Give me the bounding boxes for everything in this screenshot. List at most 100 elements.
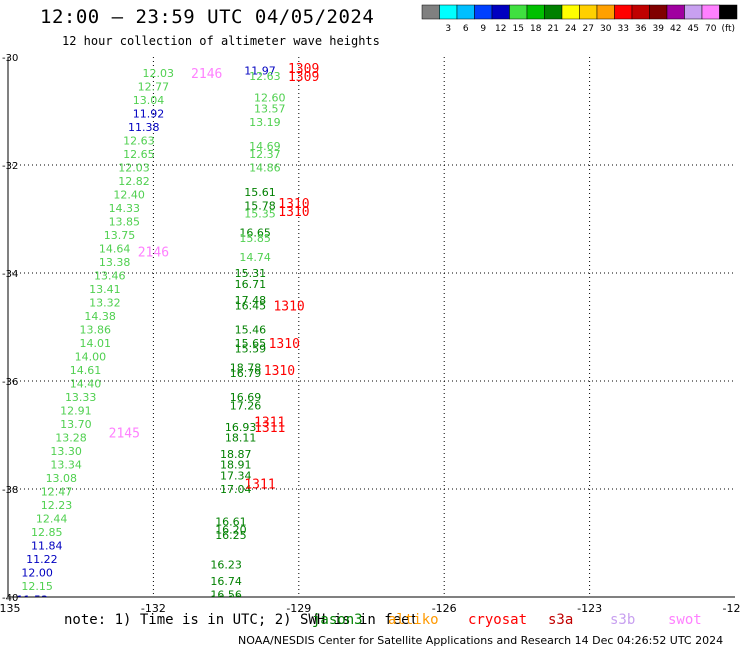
wave-height-label: 12.91 [60, 405, 92, 418]
y-tick-label: -36 [2, 377, 18, 388]
mission-legend-item: s3b [610, 612, 636, 628]
wave-height-label: 14.86 [249, 162, 281, 175]
pass-id-label: 1310 [269, 337, 300, 352]
scale-swatch [439, 4, 458, 20]
wave-height-label: 13.08 [46, 472, 78, 485]
pass-id-label: 2146 [191, 67, 222, 82]
scale-label: 33 [618, 24, 629, 34]
wave-height-label: 12.03 [142, 67, 174, 80]
scale-swatch [509, 4, 528, 20]
scale-label: 12 [495, 24, 506, 34]
x-tick-label: -126 [432, 602, 457, 615]
wave-height-label: 13.33 [65, 391, 97, 404]
wave-height-label: 15.61 [244, 186, 276, 199]
scale-label: 9 [480, 24, 486, 34]
wave-height-label: 13.19 [249, 116, 281, 129]
wave-height-label: 13.32 [89, 297, 121, 310]
mission-legend-item: swot [668, 612, 702, 628]
wave-height-label: 18.87 [220, 448, 252, 461]
wave-height-label: 14.61 [70, 364, 102, 377]
wave-height-label: 18.91 [220, 459, 252, 472]
wave-height-label: 14.00 [75, 351, 107, 364]
wave-height-label: 15.31 [235, 267, 267, 280]
scale-label: 15 [513, 24, 524, 34]
wave-height-label: 14.38 [84, 310, 116, 323]
wave-height-label: 15.65 [235, 337, 267, 350]
wave-height-label: 12.15 [21, 580, 53, 593]
wave-height-label: 14.64 [99, 243, 131, 256]
wave-height-label: 12.37 [249, 148, 281, 161]
mission-legend-item: jason3 [312, 612, 363, 628]
wave-height-label: 16.18 [210, 594, 242, 607]
scale-swatch [596, 4, 615, 20]
wave-height-label: 12.00 [21, 567, 53, 580]
footer-credit: NOAA/NESDIS Center for Satellite Applica… [238, 634, 724, 647]
wave-height-label: 15.59 [235, 343, 267, 356]
scale-swatch [456, 4, 475, 20]
wave-height-label: 15.78 [244, 200, 276, 213]
wave-height-label: 13.57 [254, 102, 286, 115]
wave-height-label: 11.84 [31, 540, 63, 553]
wave-height-label: 16.61 [215, 515, 247, 528]
wave-height-label: 13.46 [94, 270, 126, 283]
pass-id-label: 1309 [288, 62, 319, 77]
x-tick-label: -129 [286, 602, 311, 615]
scale-label: 24 [565, 24, 577, 34]
wave-height-label: 12.85 [31, 526, 63, 539]
wave-height-label: 15.35 [244, 208, 276, 221]
wave-height-label: 11.97 [244, 65, 276, 78]
wave-height-label: 12.47 [41, 486, 73, 499]
scale-swatch [701, 4, 720, 20]
wave-height-label: 14.69 [249, 140, 281, 153]
wave-height-label: 12.65 [123, 148, 155, 161]
scale-label: 18 [530, 24, 542, 34]
wave-height-label: 14.40 [70, 378, 102, 391]
scale-swatch [579, 4, 598, 20]
scale-swatch [491, 4, 510, 20]
wave-height-label: 11.38 [128, 121, 160, 134]
wave-height-label: 16.69 [230, 391, 262, 404]
y-tick-label: -40 [2, 593, 18, 604]
wave-height-label: 16.45 [235, 299, 267, 312]
wave-height-label: 13.34 [50, 459, 82, 472]
x-tick-label: -123 [577, 602, 602, 615]
scale-swatch [526, 4, 545, 20]
wave-height-label: 16.65 [239, 227, 271, 240]
mission-legend-item: altiko [388, 612, 439, 628]
scale-label: 70 [705, 24, 717, 34]
wave-height-label: 16.23 [210, 559, 242, 572]
wave-height-label: 13.38 [99, 256, 131, 269]
scale-label: 6 [463, 24, 469, 34]
wave-height-label: 15.85 [239, 232, 271, 245]
scale-label: 30 [600, 24, 612, 34]
scale-swatch [666, 4, 685, 20]
mission-legend-item: s3a [548, 612, 574, 628]
x-tick-label: -132 [141, 602, 166, 615]
wave-height-label: 12.63 [249, 70, 281, 83]
wave-height-label: 13.30 [50, 445, 82, 458]
pass-id-label: 2145 [109, 426, 140, 441]
scale-label: 27 [583, 24, 594, 34]
wave-height-label: 16.20 [215, 524, 247, 537]
footer-note: note: 1) Time is in UTC; 2) SWH is in fe… [64, 612, 419, 628]
wave-height-label: 18.11 [225, 432, 257, 445]
pass-id-label: 1310 [273, 299, 304, 314]
wave-height-label: 16.74 [210, 575, 242, 588]
pass-id-label: 1310 [278, 205, 309, 220]
mission-legend-item: cryosat [468, 612, 528, 628]
wave-height-label: 14.72 [206, 632, 238, 645]
wave-height-label: 16.25 [215, 529, 247, 542]
wave-height-label: 13.85 [109, 216, 141, 229]
wave-height-label: 14.33 [109, 202, 141, 215]
wave-height-label: 11.22 [26, 553, 58, 566]
y-tick-label: -32 [2, 161, 18, 172]
scale-label: 21 [548, 24, 559, 34]
wave-height-label: 13.75 [104, 229, 136, 242]
wave-height-label: 11.92 [133, 108, 165, 121]
page-subtitle: 12 hour collection of altimeter wave hei… [62, 34, 380, 48]
scale-swatch [421, 4, 440, 20]
scale-swatch [649, 4, 668, 20]
wave-height-label: 13.04 [133, 94, 165, 107]
y-tick-label: -34 [2, 269, 18, 280]
x-tick-label: -120 [723, 602, 740, 615]
